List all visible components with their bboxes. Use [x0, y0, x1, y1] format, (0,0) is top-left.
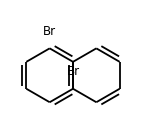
Text: Br: Br	[66, 65, 80, 78]
Text: Br: Br	[43, 25, 56, 38]
